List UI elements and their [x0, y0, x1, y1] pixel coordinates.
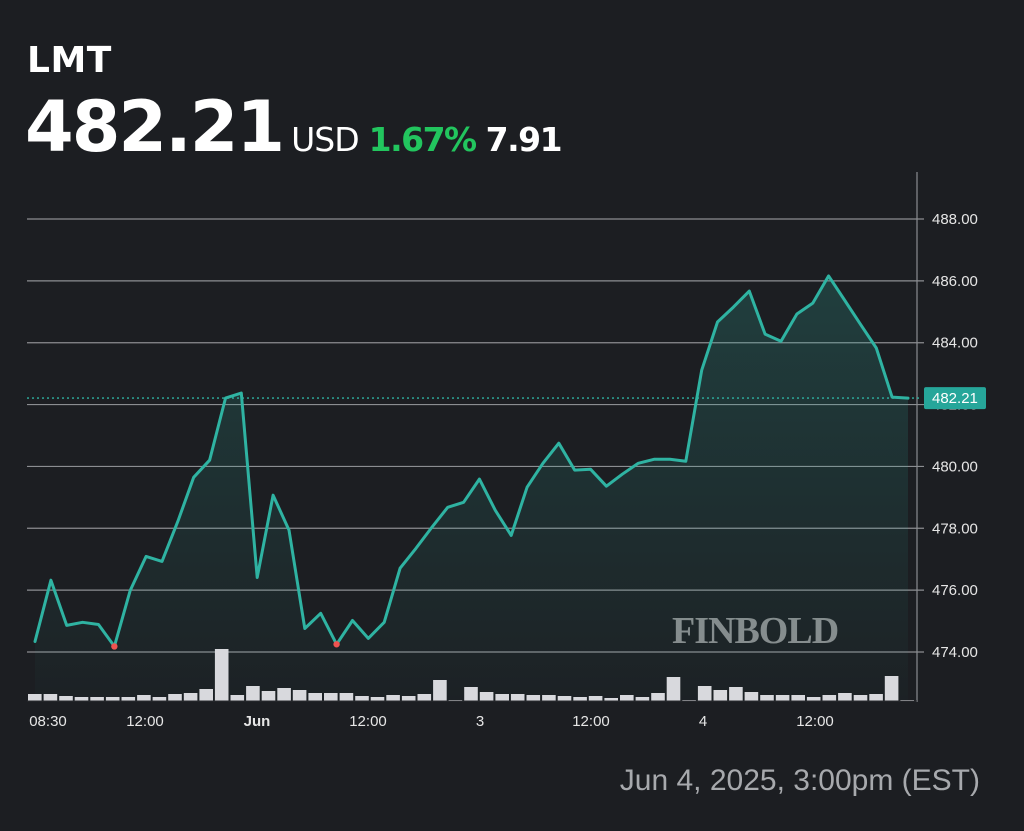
- quote-row: 482.21 USD 1.67% 7.91: [25, 86, 563, 168]
- low-markers: [111, 641, 340, 650]
- volume-bar: [666, 677, 681, 701]
- y-tick-label: 484.00: [932, 335, 978, 352]
- volume-bar: [729, 687, 743, 701]
- volume-bar: [152, 697, 167, 701]
- x-tick-label: 08:30: [29, 713, 67, 730]
- volume-bar: [510, 694, 525, 701]
- volume-bar: [370, 697, 385, 701]
- volume-bar: [386, 695, 400, 701]
- volume-bar: [806, 697, 821, 701]
- volume-bar: [168, 694, 182, 701]
- x-tick-label: 4: [699, 713, 707, 730]
- volume-bar: [183, 693, 198, 701]
- x-tick-label: 3: [476, 713, 484, 730]
- x-tick-label: Jun: [244, 713, 271, 730]
- volume-bar: [479, 692, 494, 701]
- volume-bar: [308, 693, 322, 701]
- y-tick-label: 488.00: [932, 211, 978, 228]
- volume-bar: [28, 694, 42, 701]
- x-axis-labels: 08:30 12:00 Jun 12:00 3 12:00 4 12:00: [29, 713, 834, 730]
- y-tick-label: 474.00: [932, 644, 978, 661]
- volume-bar: [277, 688, 291, 701]
- volume-bar: [884, 676, 899, 701]
- y-axis-labels: 474.00476.00478.00480.00482.00484.00486.…: [932, 211, 978, 661]
- last-price-badge: 482.21: [924, 387, 986, 410]
- volume-bar: [620, 695, 634, 701]
- volume-bar: [433, 680, 447, 701]
- volume-bar: [651, 693, 665, 701]
- volume-bar: [230, 695, 245, 701]
- volume-bar: [822, 695, 837, 701]
- current-price: 482.21: [25, 86, 285, 168]
- price-area-fill: [35, 275, 908, 701]
- timestamp: Jun 4, 2025, 3:00pm (EST): [619, 764, 980, 797]
- change-percent: 1.67%: [368, 120, 478, 159]
- volume-bars: [28, 649, 914, 701]
- price-chart: 474.00476.00478.00480.00482.00484.00486.…: [27, 172, 986, 730]
- volume-bar: [635, 697, 650, 701]
- currency-label: USD: [291, 120, 360, 159]
- low-marker-dot: [111, 643, 118, 650]
- x-tick-label: 12:00: [349, 713, 387, 730]
- change-absolute: 7.91: [485, 120, 563, 159]
- volume-bar: [542, 695, 556, 701]
- volume-bar: [417, 694, 432, 701]
- volume-bar: [355, 696, 369, 701]
- volume-bar: [775, 695, 790, 701]
- x-tick-label: 12:00: [126, 713, 164, 730]
- low-marker-dot: [333, 641, 340, 648]
- volume-bar: [214, 649, 229, 701]
- x-tick-label: 12:00: [572, 713, 610, 730]
- volume-bar: [137, 695, 151, 701]
- price-line: [33, 274, 910, 648]
- volume-bar: [713, 690, 728, 701]
- volume-bar: [526, 695, 541, 701]
- volume-bar: [464, 687, 478, 701]
- volume-bar: [791, 695, 805, 701]
- volume-bar: [697, 686, 712, 701]
- volume-bar: [199, 689, 213, 701]
- volume-bar: [59, 696, 73, 701]
- volume-bar: [292, 690, 307, 701]
- volume-bar: [246, 686, 260, 701]
- y-tick-label: 478.00: [932, 520, 978, 537]
- y-tick-label: 480.00: [932, 458, 978, 475]
- volume-bar: [744, 692, 759, 701]
- volume-bar: [105, 697, 120, 701]
- volume-bar: [339, 693, 354, 701]
- volume-bar: [121, 697, 136, 701]
- x-tick-label: 12:00: [796, 713, 834, 730]
- volume-bar: [90, 697, 104, 701]
- volume-bar: [588, 696, 603, 701]
- volume-bar: [261, 691, 276, 701]
- volume-bar: [869, 694, 883, 701]
- volume-bar: [324, 693, 338, 701]
- y-tick-label: 486.00: [932, 273, 978, 290]
- last-price-label: 482.21: [932, 390, 978, 407]
- volume-bar: [557, 696, 572, 701]
- volume-bar: [604, 698, 618, 701]
- volume-bar: [43, 694, 58, 701]
- volume-bar: [853, 695, 868, 701]
- volume-bar: [838, 693, 852, 701]
- volume-bar: [760, 695, 774, 701]
- ticker-symbol: LMT: [27, 40, 112, 81]
- volume-bar: [573, 697, 587, 701]
- volume-bar: [495, 694, 509, 701]
- y-tick-label: 476.00: [932, 582, 978, 599]
- volume-bar: [74, 697, 89, 701]
- volume-bar: [401, 696, 416, 701]
